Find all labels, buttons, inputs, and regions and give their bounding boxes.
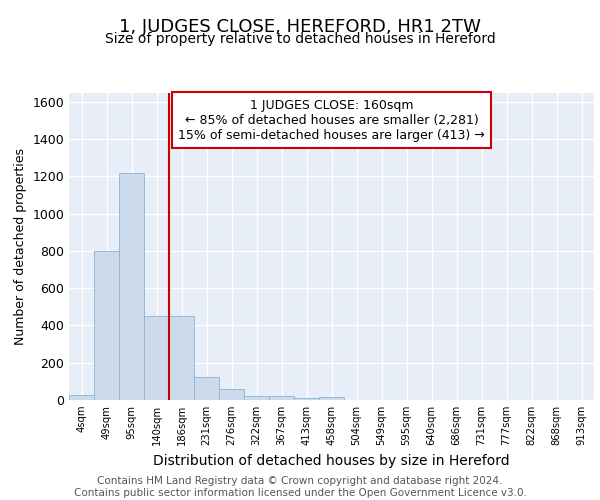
Text: Size of property relative to detached houses in Hereford: Size of property relative to detached ho… <box>104 32 496 46</box>
Bar <box>294 398 319 400</box>
Bar <box>144 316 169 400</box>
Bar <box>269 396 294 400</box>
Text: 1 JUDGES CLOSE: 160sqm
← 85% of detached houses are smaller (2,281)
15% of semi-: 1 JUDGES CLOSE: 160sqm ← 85% of detached… <box>178 98 485 142</box>
Text: Contains HM Land Registry data © Crown copyright and database right 2024.
Contai: Contains HM Land Registry data © Crown c… <box>74 476 526 498</box>
Bar <box>219 389 244 400</box>
Text: 1, JUDGES CLOSE, HEREFORD, HR1 2TW: 1, JUDGES CLOSE, HEREFORD, HR1 2TW <box>119 18 481 36</box>
Bar <box>194 376 219 400</box>
Bar <box>244 396 269 400</box>
Bar <box>119 172 144 400</box>
Bar <box>69 396 94 400</box>
X-axis label: Distribution of detached houses by size in Hereford: Distribution of detached houses by size … <box>153 454 510 468</box>
Bar <box>169 316 194 400</box>
Bar <box>319 397 344 400</box>
Bar <box>94 251 119 400</box>
Y-axis label: Number of detached properties: Number of detached properties <box>14 148 27 345</box>
